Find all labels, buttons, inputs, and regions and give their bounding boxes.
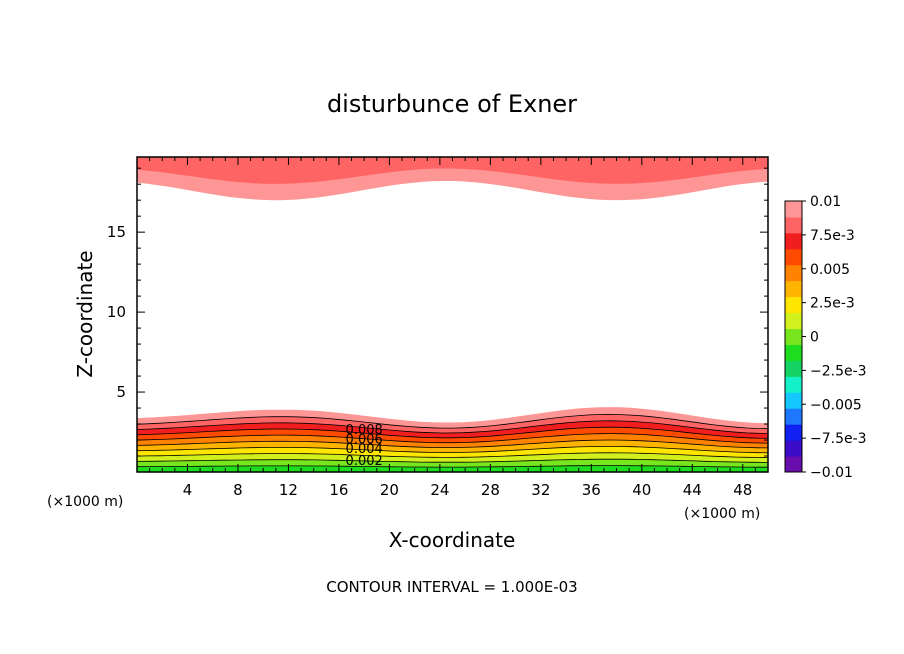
x-tick-label: 28	[481, 481, 500, 499]
colorbar-tick-label: 2.5e-3	[810, 296, 855, 312]
x-tick-label: 32	[531, 481, 550, 499]
x-unit-label-right: (×1000 m)	[684, 506, 760, 522]
contour-line	[136, 439, 769, 449]
contour-interval-note: CONTOUR INTERVAL = 1.000E-03	[326, 578, 577, 596]
colorbar-swatch	[785, 264, 802, 282]
colorbar-tick-label: −2.5e-3	[810, 363, 867, 379]
colorbar-swatch	[785, 312, 802, 330]
colorbar-swatch	[785, 424, 802, 441]
axis-ticks	[137, 157, 768, 472]
x-tick-label: 4	[183, 481, 193, 499]
x-tick-label: 36	[582, 481, 601, 499]
colorbar-swatch	[785, 328, 802, 345]
contour-line	[136, 458, 769, 463]
x-tick-label: 40	[632, 481, 651, 499]
colorbar-swatch	[785, 248, 802, 266]
y-tick-label: 5	[116, 383, 126, 401]
contour-label: 0.002	[346, 454, 383, 469]
contour-line	[136, 413, 769, 430]
contour-line	[136, 465, 768, 468]
colorbar-swatch	[785, 216, 802, 234]
contour-band	[137, 157, 768, 184]
colorbar-swatch	[785, 360, 802, 377]
colorbar-swatch	[785, 456, 802, 473]
contour-lines	[136, 413, 769, 468]
contour-label: 0.004	[346, 442, 383, 457]
colorbar-tick-label: −7.5e-3	[810, 431, 867, 447]
colorbar-tick-label: 0	[810, 330, 819, 346]
x-unit-label-left: (×1000 m)	[47, 494, 123, 510]
x-tick-label: 8	[233, 481, 243, 499]
colorbar-swatch	[785, 201, 802, 218]
contour-label: 0.006	[346, 432, 383, 447]
x-tick-label: 16	[329, 481, 348, 499]
contour-label: 0.008	[346, 423, 383, 438]
colorbar-swatch	[785, 296, 802, 314]
colorbar-tick-label: −0.005	[810, 397, 862, 413]
y-tick-labels: 5 10 15	[107, 223, 126, 401]
colorbar-tick-label: 0.01	[810, 194, 841, 210]
colorbar-swatch	[785, 344, 802, 361]
colorbar-swatch	[785, 376, 802, 393]
colorbar-tick-label: −0.01	[810, 465, 853, 481]
y-tick-label: 10	[107, 303, 126, 321]
contour-line	[136, 433, 769, 444]
colorbar-tick-label: 0.005	[810, 262, 850, 278]
contour-line	[136, 452, 769, 458]
colorbar-swatch	[785, 408, 802, 425]
y-axis-title: Z-coordinate	[73, 250, 97, 377]
colorbar-swatch	[785, 392, 802, 409]
top-contour-layers	[137, 157, 768, 201]
contour-line	[136, 445, 769, 454]
colorbar-swatch	[785, 280, 802, 298]
contour-line	[136, 426, 769, 439]
x-tick-label: 44	[683, 481, 702, 499]
x-tick-label: 12	[279, 481, 298, 499]
chart-title: disturbunce of Exner	[327, 90, 577, 118]
x-tick-label: 48	[733, 481, 752, 499]
x-tick-labels: 4 8 12 16 20 24 28 32 36 40 44 48	[183, 481, 753, 499]
x-tick-label: 24	[430, 481, 449, 499]
colorbar-swatch	[785, 232, 802, 250]
colorbar	[784, 200, 803, 473]
y-tick-label: 15	[107, 223, 126, 241]
x-tick-label: 20	[380, 481, 399, 499]
colorbar-tick-label: 7.5e-3	[810, 228, 855, 244]
colorbar-labels: 0.01 7.5e-3 0.005 2.5e-3 0 −2.5e-3 −0.005 −7.5e…	[802, 194, 867, 481]
x-axis-title: X-coordinate	[389, 528, 516, 552]
colorbar-swatch	[785, 440, 802, 457]
contour-line	[136, 420, 769, 434]
